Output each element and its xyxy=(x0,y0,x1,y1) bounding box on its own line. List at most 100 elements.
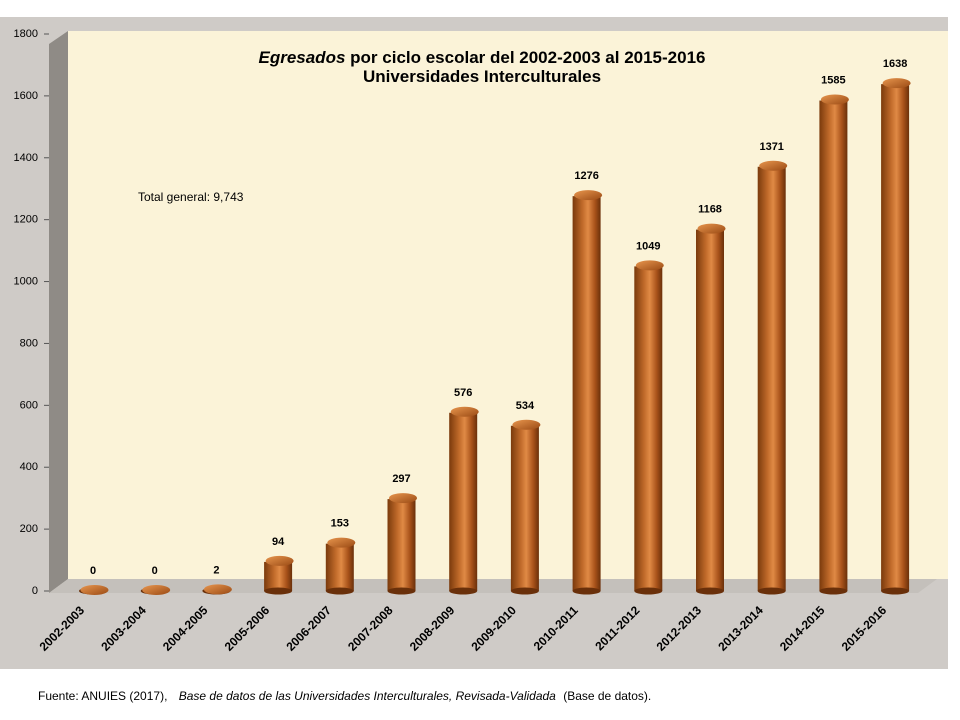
bar: 0 xyxy=(79,565,109,595)
y-tick-label: 1800 xyxy=(14,28,38,40)
bar-value-label: 534 xyxy=(516,400,535,412)
y-tick-label: 1000 xyxy=(14,276,38,288)
bar-cap xyxy=(512,419,541,430)
bar: 0 xyxy=(140,565,171,595)
bar-cap xyxy=(450,406,479,417)
bar-base xyxy=(881,587,910,595)
total-annotation: Total general: 9,743 xyxy=(138,190,244,204)
x-tick-label: 2009-2010 xyxy=(469,603,520,654)
bar-value-label: 0 xyxy=(90,565,96,577)
bar-value-label: 1638 xyxy=(883,58,907,70)
y-tick-label: 400 xyxy=(20,461,38,473)
bar: 534 xyxy=(510,400,541,595)
x-tick-label: 2006-2007 xyxy=(283,603,334,654)
bar-value-label: 94 xyxy=(272,536,285,548)
bar-base xyxy=(325,587,354,595)
bar: 576 xyxy=(449,387,479,595)
x-tick-label: 2013-2014 xyxy=(715,603,766,654)
bar-base xyxy=(819,587,848,595)
x-axis: 2002-2003 2003-2004 2004-2005 2005-2006 2006… xyxy=(37,603,890,654)
bar: 1638 xyxy=(881,58,911,595)
bar-cap xyxy=(80,585,109,595)
bar: 1168 xyxy=(696,204,726,595)
chart-title-italic: Egresados xyxy=(258,48,346,67)
bar-value-label: 0 xyxy=(152,565,158,577)
bar-base xyxy=(634,587,663,595)
footer-suffix: (Base de datos). xyxy=(563,689,652,703)
x-tick-label: 2014-2015 xyxy=(777,603,828,654)
bar: 2 xyxy=(202,564,232,595)
side-wall xyxy=(49,31,68,593)
y-tick-label: 1400 xyxy=(14,152,38,164)
bar-cap xyxy=(759,160,788,171)
y-tick-label: 200 xyxy=(20,523,38,535)
x-tick-label: 2002-2003 xyxy=(37,603,88,654)
bar-body xyxy=(572,196,601,591)
bar-base xyxy=(696,587,724,595)
bar-cap xyxy=(574,190,603,201)
y-tick-label: 800 xyxy=(20,337,38,349)
bar-base xyxy=(757,587,786,595)
footer-source-title: Base de datos de las Universidades Inter… xyxy=(178,689,556,703)
bar-body xyxy=(510,425,539,591)
bar-cap xyxy=(820,94,849,105)
bar-value-label: 2 xyxy=(213,564,219,576)
bar-value-label: 576 xyxy=(454,387,472,399)
bar-chart: 0 200 400 600 800 1000 1200 1400 1600 1800 0 0 2 94 1… xyxy=(14,28,948,654)
x-tick-label: 2011-2012 xyxy=(592,603,642,653)
bar-value-label: 153 xyxy=(331,518,349,530)
bar-body xyxy=(696,229,724,591)
bar-cap xyxy=(635,260,664,271)
bar-base xyxy=(264,587,293,595)
bar: 1049 xyxy=(634,240,664,595)
bar-value-label: 1049 xyxy=(636,240,660,252)
x-tick-label: 2003-2004 xyxy=(98,603,149,654)
bar-body xyxy=(449,412,478,591)
bar-body xyxy=(757,166,786,592)
bar-base xyxy=(572,587,601,595)
x-tick-label: 2007-2008 xyxy=(345,603,396,654)
bar-base xyxy=(449,587,478,595)
bar: 1585 xyxy=(819,75,849,595)
x-tick-label: 2004-2005 xyxy=(160,603,211,654)
bar-value-label: 297 xyxy=(392,473,410,485)
bar-cap xyxy=(265,555,294,566)
y-tick-label: 600 xyxy=(20,399,38,411)
chart-floor xyxy=(49,579,937,593)
bar-cap xyxy=(697,223,726,234)
bars: 0 0 2 94 153 297 576 534 1276 1049 1168 1371 1585 163… xyxy=(79,58,911,595)
x-tick-label: 2010-2011 xyxy=(531,603,581,653)
bar-base xyxy=(387,587,416,595)
bar-value-label: 1585 xyxy=(821,75,845,87)
source-footer: Fuente: ANUIES (2017), Base de datos de … xyxy=(38,689,651,703)
y-tick-label: 0 xyxy=(32,585,38,597)
bar-body xyxy=(819,100,848,592)
bar-value-label: 1168 xyxy=(698,204,722,216)
footer-prefix: Fuente: ANUIES (2017), xyxy=(38,689,168,703)
bar-cap xyxy=(203,584,232,595)
y-tick-label: 1200 xyxy=(14,214,38,226)
bar-body xyxy=(387,499,416,591)
x-tick-label: 2005-2006 xyxy=(222,603,273,654)
y-tick-label: 1600 xyxy=(14,90,38,102)
bar-cap xyxy=(327,537,356,548)
x-tick-label: 2015-2016 xyxy=(839,603,890,654)
bar: 94 xyxy=(264,536,294,595)
chart-area: 0 200 400 600 800 1000 1200 1400 1600 1800 0 0 2 94 1… xyxy=(0,17,948,669)
bar-cap xyxy=(882,78,911,89)
x-tick-label: 2012-2013 xyxy=(654,603,705,654)
bar-value-label: 1371 xyxy=(759,141,783,153)
bar-cap xyxy=(389,493,417,504)
bar-base xyxy=(510,587,539,595)
bar: 153 xyxy=(325,518,356,595)
bar-body xyxy=(881,84,910,591)
bar: 297 xyxy=(387,473,417,595)
bar-body xyxy=(634,266,663,591)
chart-title-rest: por ciclo escolar del 2002-2003 al 2015-… xyxy=(350,48,706,67)
bar: 1371 xyxy=(757,141,788,595)
bar-body xyxy=(264,561,293,591)
chart-title: Egresados por ciclo escolar del 2002-200… xyxy=(232,48,732,86)
bar-body xyxy=(325,543,354,591)
bar: 1276 xyxy=(572,170,603,595)
back-wall xyxy=(68,31,948,579)
